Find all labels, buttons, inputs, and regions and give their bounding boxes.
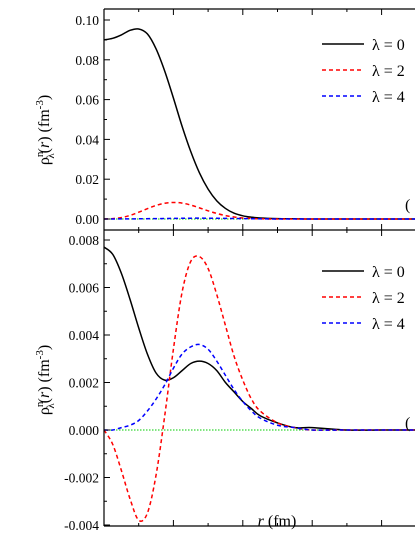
- bottom-axis-ticks: [104, 230, 383, 526]
- bottom-y-tick-label: 0.002: [69, 376, 99, 391]
- top-legend-label-0: λ = 0: [372, 37, 405, 54]
- bottom-y-tick-label: 0.000: [69, 423, 100, 438]
- bottom-legend-label-2: λ = 4: [372, 316, 405, 333]
- bottom-legend-label-0: λ = 0: [372, 264, 405, 281]
- bottom-y-tick-label: -0.002: [64, 471, 99, 486]
- top-panel-label: (: [405, 197, 410, 214]
- top-curves: [104, 28, 415, 220]
- panel-top: 0.00 0.02 0.04 0.06 0.08 0.10 λ = 0 λ = 2 λ =…: [34, 8, 415, 230]
- bottom-y-tick-label: -0.004: [64, 518, 99, 533]
- bottom-legend: λ = 0 λ = 2 λ = 4: [322, 264, 405, 333]
- bottom-y-tick-label: 0.008: [69, 233, 100, 248]
- top-y-tick-label: 0.10: [75, 13, 99, 28]
- top-legend: λ = 0 λ = 2 λ = 4: [322, 37, 405, 106]
- top-legend-label-2: λ = 4: [372, 89, 405, 106]
- bottom-panel-label: (: [405, 415, 410, 432]
- top-legend-label-1: λ = 2: [372, 63, 405, 80]
- bottom-y-tick-label: 0.004: [69, 328, 100, 343]
- bottom-series-line-lambda-4: [104, 343, 415, 431]
- top-axis-ticks: [104, 9, 383, 230]
- top-y-tick-labels: 0.00 0.02 0.04 0.06 0.08 0.10: [75, 13, 99, 227]
- bottom-series-line-lambda-2: [104, 255, 415, 522]
- top-series-line-lambda-4: [104, 217, 415, 220]
- bottom-y-tick-labels: -0.004 -0.002 0.000 0.002 0.004 0.006 0.008: [64, 233, 99, 533]
- bottom-series-line-lambda-0: [104, 246, 415, 431]
- top-y-tick-label: 0.04: [75, 132, 99, 147]
- bottom-y-axis-title: ρnλ(r) (fm-3): [34, 345, 57, 415]
- top-y-axis-title: ρnλ(r) (fm-3): [34, 95, 57, 165]
- bottom-y-tick-label: 0.006: [69, 281, 100, 296]
- bottom-legend-label-1: λ = 2: [372, 290, 405, 307]
- top-y-tick-label: 0.02: [75, 172, 99, 187]
- bottom-curves: [104, 246, 415, 522]
- bottom-x-axis-title: r (fm): [258, 513, 297, 530]
- top-y-tick-label: 0.08: [75, 53, 99, 68]
- top-y-tick-label: 0.00: [75, 212, 99, 227]
- top-y-tick-label: 0.06: [75, 93, 99, 108]
- top-series-line-lambda-0: [104, 28, 415, 220]
- top-series-line-lambda-2: [104, 201, 415, 220]
